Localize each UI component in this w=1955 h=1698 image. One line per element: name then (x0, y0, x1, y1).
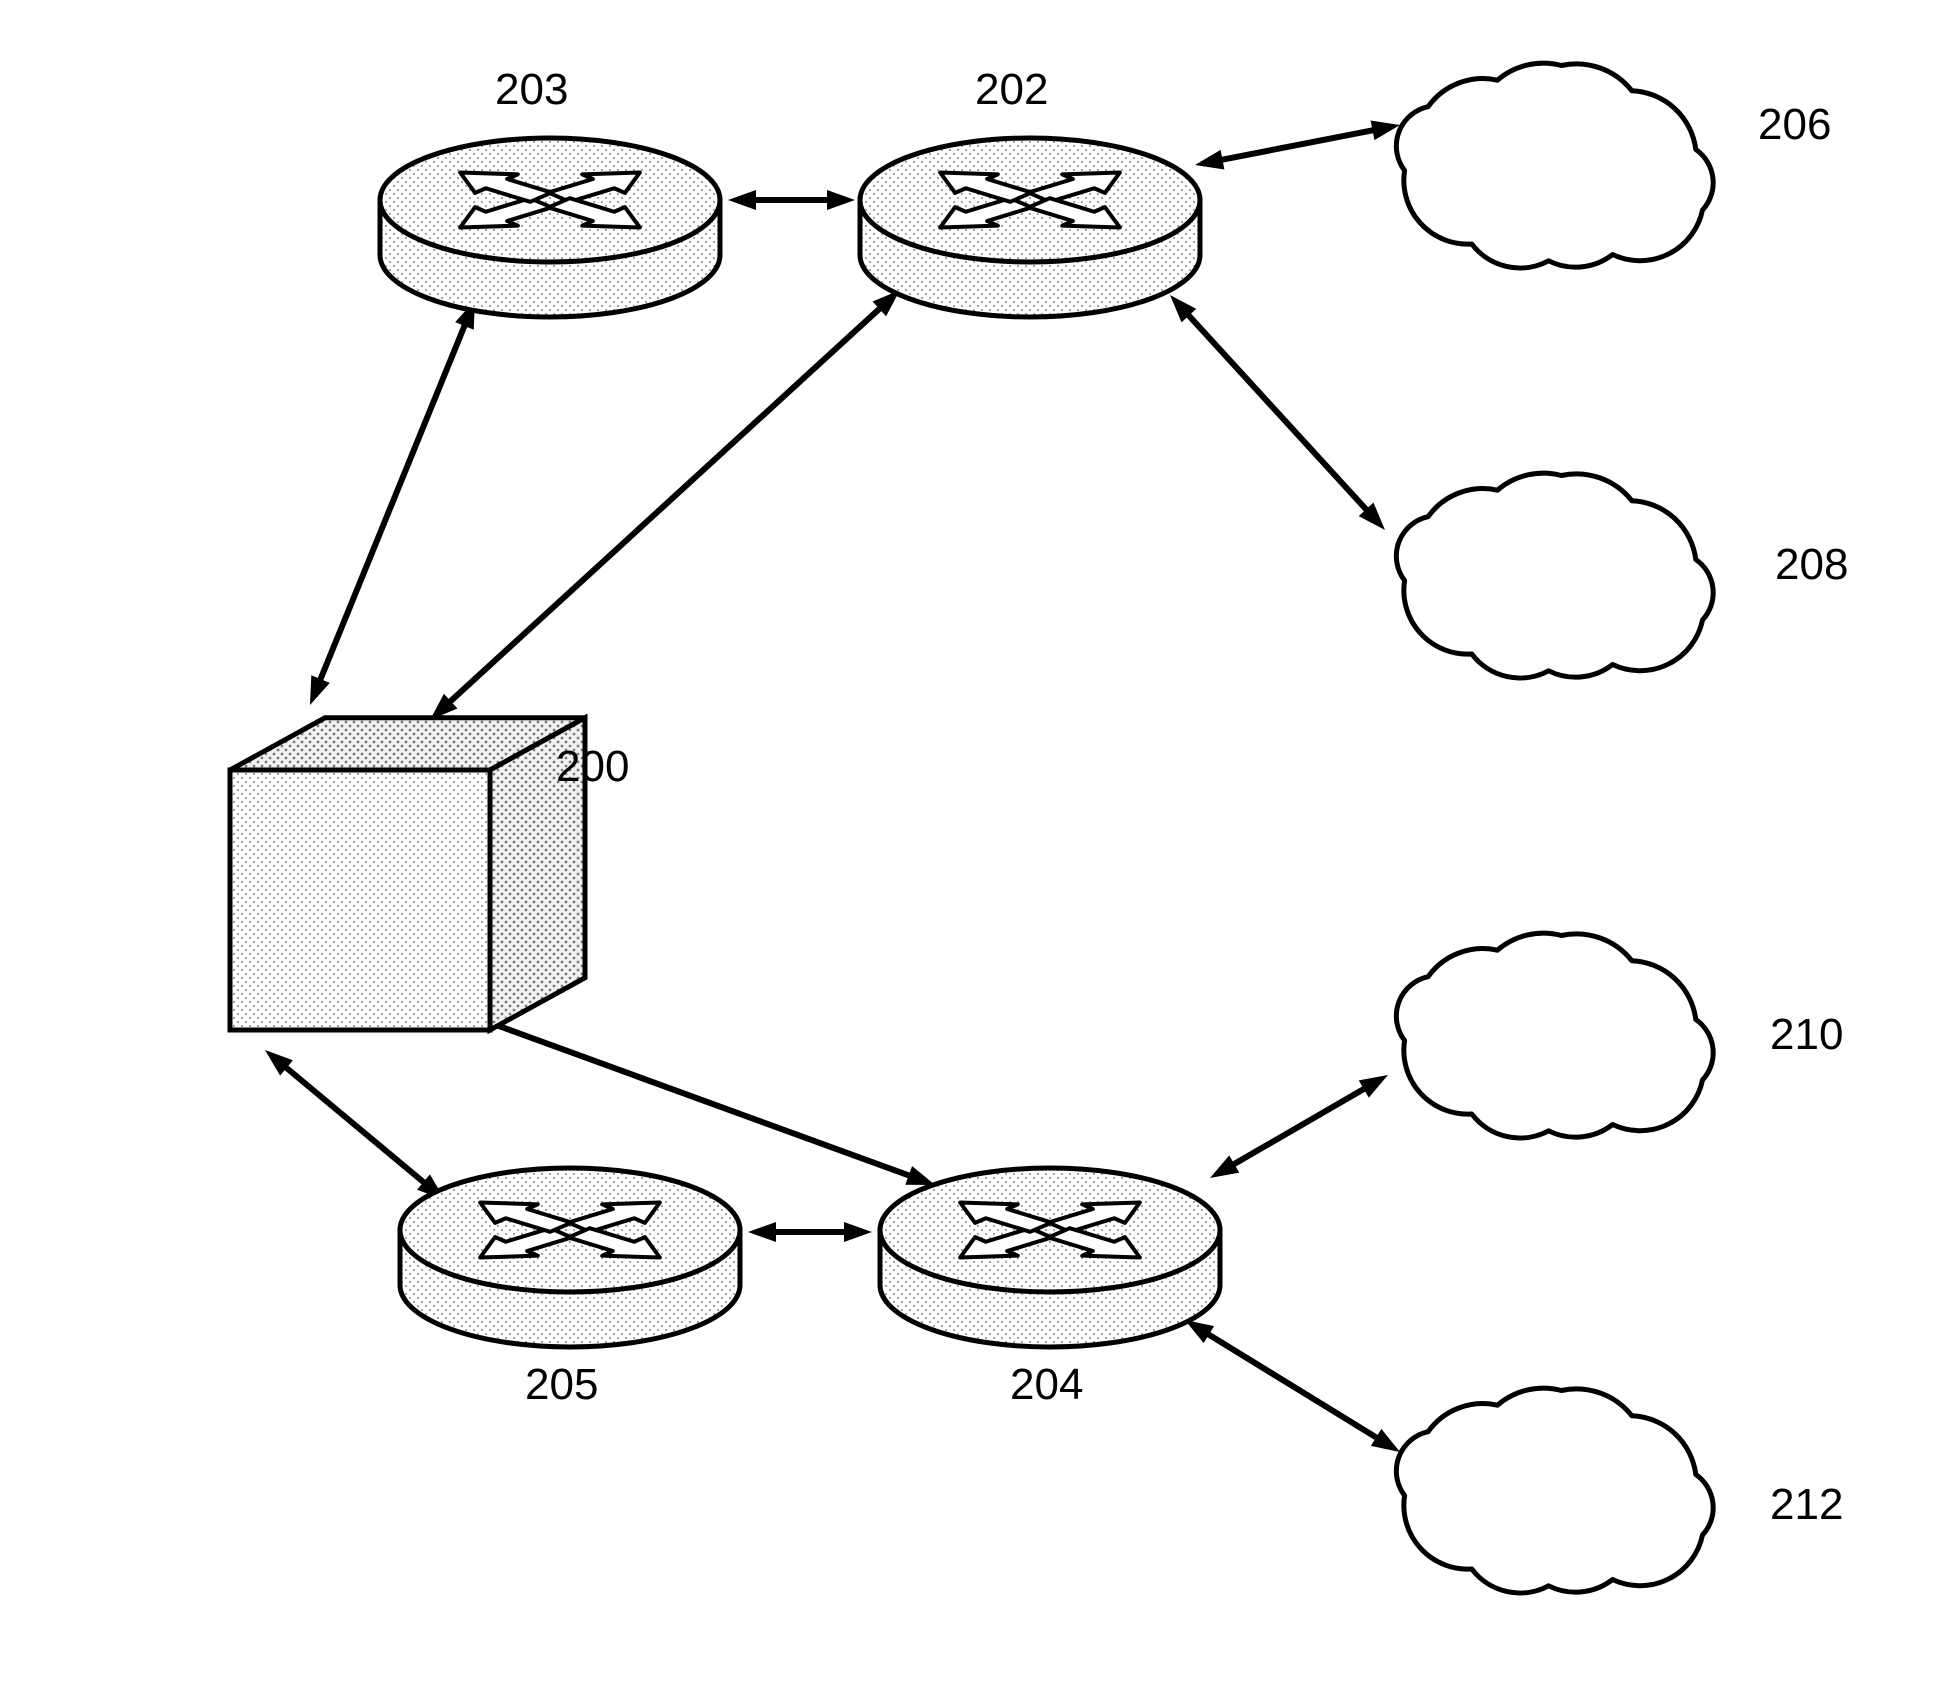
cloud-210 (1384, 913, 1727, 1149)
label-206: 206 (1758, 100, 1831, 150)
router-205 (400, 1168, 740, 1347)
label-205: 205 (525, 1360, 598, 1410)
label-200: 200 (556, 742, 629, 792)
router-202 (860, 138, 1200, 317)
cloud-212 (1384, 1368, 1727, 1604)
label-203: 203 (495, 65, 568, 115)
label-210: 210 (1770, 1010, 1843, 1060)
router-203 (380, 138, 720, 317)
router-204 (880, 1168, 1220, 1347)
cloud-206 (1384, 43, 1727, 279)
cube-200 (230, 718, 585, 1030)
cloud-208 (1384, 453, 1727, 689)
label-212: 212 (1770, 1480, 1843, 1530)
network-diagram: 200 203 202 205 204 206 208 210 212 (0, 0, 1955, 1698)
diagram-svg (0, 0, 1955, 1698)
label-202: 202 (975, 65, 1048, 115)
label-208: 208 (1775, 540, 1848, 590)
label-204: 204 (1010, 1360, 1083, 1410)
